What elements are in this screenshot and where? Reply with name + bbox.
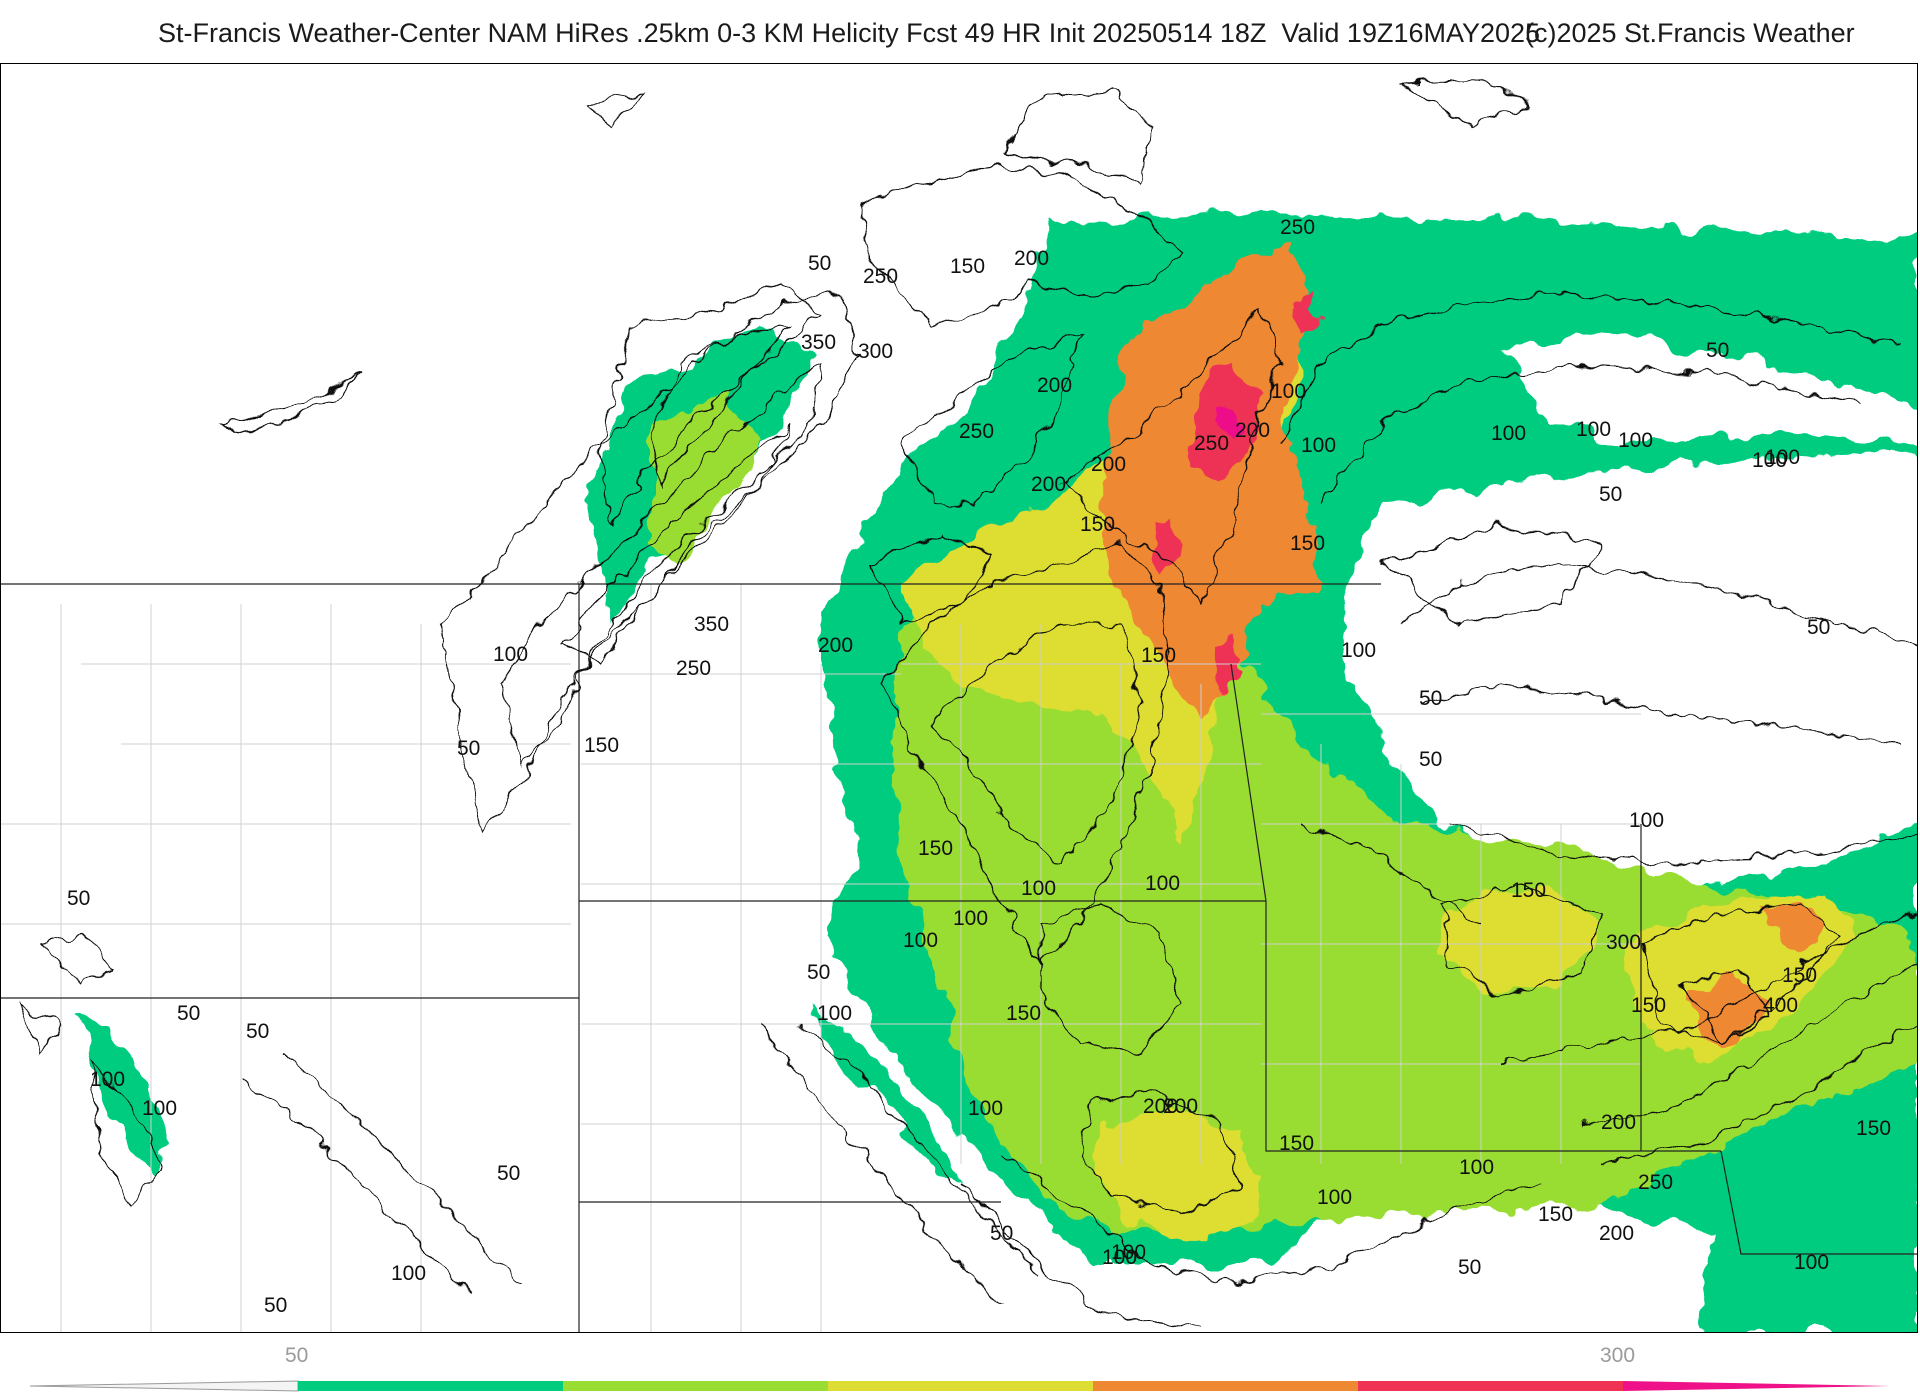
colorbar-high-arrow	[1623, 1381, 1890, 1391]
contour-label: 150	[1141, 644, 1176, 667]
contour-label: 200	[818, 634, 853, 657]
map-title: St-Francis Weather-Center NAM HiRes .25k…	[158, 18, 1541, 48]
contour-label: 100	[968, 1097, 1003, 1120]
contour-label: 50	[177, 1002, 200, 1025]
contour-label: 100	[1301, 434, 1336, 457]
contour-label: 100	[90, 1068, 125, 1091]
contour-label: 350	[801, 331, 836, 354]
contour-label: 150	[1631, 994, 1666, 1017]
contour-label: 50	[67, 887, 90, 910]
contour-label: 100	[817, 1002, 852, 1025]
copyright: (c)2025 St.Francis Weather	[1525, 18, 1855, 48]
contour-label: 250	[1280, 216, 1315, 239]
contour-label: 100	[1021, 877, 1056, 900]
contour-label: 150	[1538, 1203, 1573, 1226]
contour-label: 200	[1599, 1222, 1634, 1245]
contour-label: 50	[808, 252, 831, 275]
contour-label: 100	[1765, 446, 1800, 469]
colorbar-swatch-1	[298, 1381, 563, 1391]
contour-label: 50	[497, 1162, 520, 1185]
colorbar-swatch-2	[563, 1381, 828, 1391]
colorbar-tick-300: 300	[1600, 1344, 1636, 1367]
contour-label: 150	[1856, 1117, 1891, 1140]
contour-label: 50	[807, 961, 830, 984]
contour-label: 200	[1143, 1095, 1178, 1118]
contour-label: 150	[1782, 964, 1817, 987]
colorbar	[30, 1380, 1890, 1392]
contour-label: 350	[694, 613, 729, 636]
contour-label: 300	[858, 340, 893, 363]
contour-label: 50	[1807, 616, 1830, 639]
contour-label: 250	[959, 420, 994, 443]
contour-label: 250	[676, 657, 711, 680]
contour-label: 50	[1458, 1256, 1481, 1279]
contour-label: 400	[1763, 994, 1798, 1017]
contour-label: 100	[1629, 809, 1664, 832]
contour-label: 50	[1419, 687, 1442, 710]
contour-label: 50	[457, 737, 480, 760]
contour-label: 50	[1419, 748, 1442, 771]
colorbar-low-arrow	[30, 1380, 299, 1392]
map-panel[interactable]: 50 250 150 200 350 300 200 250 100 200 2…	[0, 63, 1918, 1333]
political-boundaries	[1, 583, 1917, 1332]
colorbar-swatch-4	[1093, 1381, 1358, 1391]
helicity-fill	[81, 214, 1917, 1332]
map-title-bar: St-Francis Weather-Center NAM HiRes .25k…	[0, 10, 1920, 58]
contour-label: 150	[1290, 532, 1325, 555]
contour-labels: 50 250 150 200 350 300 200 250 100 200 2…	[67, 216, 1891, 1317]
contour-label: 100	[1491, 422, 1526, 445]
contour-label: 100	[1618, 429, 1653, 452]
colorbar-swatch-5	[1358, 1381, 1623, 1391]
contour-label: 100	[1752, 449, 1787, 472]
contour-label: 250	[1638, 1171, 1673, 1194]
contour-label: 50	[264, 1294, 287, 1317]
contour-label: 100	[1271, 380, 1306, 403]
contour-label: 100	[1102, 1246, 1137, 1269]
contour-label: 100	[142, 1097, 177, 1120]
contour-label: 200	[1163, 1095, 1198, 1118]
coastlines	[219, 78, 1603, 625]
contour-label: 150	[1006, 1002, 1041, 1025]
contour-label: 100	[391, 1262, 426, 1285]
contour-label: 100	[1459, 1156, 1494, 1179]
contour-label: 100	[953, 907, 988, 930]
contour-label: 150	[950, 255, 985, 278]
contour-label: 100	[1111, 1241, 1146, 1264]
colorbar-swatch-3	[828, 1381, 1093, 1391]
contour-label: 50	[1599, 483, 1622, 506]
contour-label: 150	[1511, 879, 1546, 902]
contour-label: 200	[1235, 419, 1270, 442]
contour-label: 50	[1706, 339, 1729, 362]
contour-label: 150	[584, 734, 619, 757]
contour-label: 50	[246, 1020, 269, 1043]
contour-label: 50	[990, 1222, 1013, 1245]
contour-label: 300	[1606, 931, 1641, 954]
contour-label: 150	[1279, 1132, 1314, 1155]
contour-label: 100	[1341, 639, 1376, 662]
contour-label: 150	[918, 837, 953, 860]
colorbar-tick-50: 50	[285, 1344, 309, 1367]
contour-label: 200	[1091, 453, 1126, 476]
contour-label: 100	[1145, 872, 1180, 895]
contour-label: 200	[1031, 473, 1066, 496]
contour-label: 100	[1317, 1186, 1352, 1209]
helicity-map: 50 250 150 200 350 300 200 250 100 200 2…	[1, 78, 1917, 1332]
contour-label: 200	[1601, 1111, 1636, 1134]
contour-label: 100	[903, 929, 938, 952]
contour-label: 100	[493, 643, 528, 666]
contour-label: 100	[1794, 1251, 1829, 1274]
contour-label: 200	[1037, 374, 1072, 397]
contour-label: 250	[863, 265, 898, 288]
helicity-contours	[19, 283, 1917, 1330]
contour-label: 150	[1080, 513, 1115, 536]
contour-label: 200	[1014, 247, 1049, 270]
contour-label: 100	[1576, 418, 1611, 441]
contour-label: 250	[1194, 432, 1229, 455]
